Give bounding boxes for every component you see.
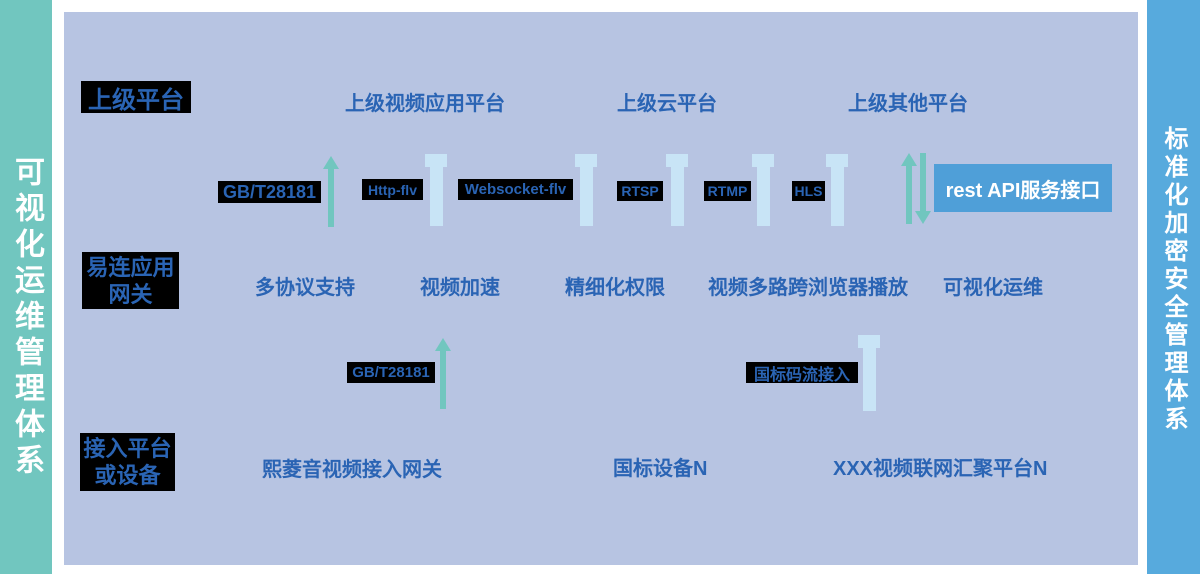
down-arrow-icon (915, 153, 931, 224)
superior-cloud-platform-label: 上级云平台 (617, 93, 717, 115)
gb-t28181-bottom-tag: GB/T28181 (347, 362, 435, 383)
xiling-av-gateway-label: 熙菱音视频接入网关 (262, 459, 442, 481)
gb-t28181-top-tag: GB/T28181 (218, 181, 321, 203)
thick-up-arrow-icon (575, 154, 597, 226)
thick-up-arrow-icon (752, 154, 774, 226)
up-arrow-icon (901, 153, 917, 224)
up-arrow-icon (435, 338, 451, 409)
left-banner-label: 可视化运维管理体系 (10, 156, 43, 480)
superior-platform-tag: 上级平台 (81, 81, 191, 114)
access-platform-tag: 接入平台 或设备 (80, 433, 175, 491)
thick-up-arrow-icon (425, 154, 447, 226)
up-arrow-icon (323, 156, 339, 227)
http-flv-tag: Http-flv (362, 179, 423, 200)
gb-stream-access-tag: 国标码流接入 (746, 362, 858, 384)
rest-api-box: rest API服务接口 (934, 164, 1112, 212)
gb-device-n-label: 国标设备N (613, 458, 708, 480)
rtmp-tag: RTMP (704, 181, 751, 201)
gateway-tag: 易连应用 网关 (82, 252, 179, 309)
thick-up-arrow-icon (666, 154, 688, 226)
visual-ops-label: 可视化运维 (943, 277, 1043, 299)
right-banner: 标准化加密安全管理体系 (1147, 0, 1200, 574)
diagram-panel (64, 12, 1138, 565)
xxx-video-aggregation-platform-label: XXX视频联网汇聚平台N (833, 458, 1048, 480)
rtsp-tag: RTSP (617, 181, 663, 201)
websocket-flv-tag: Websocket-flv (458, 179, 573, 200)
video-acceleration-label: 视频加速 (420, 277, 500, 299)
fine-grained-permission-label: 精细化权限 (565, 277, 665, 299)
hls-tag: HLS (792, 181, 825, 201)
right-banner-label: 标准化加密安全管理体系 (1160, 126, 1187, 434)
multi-channel-playback-label: 视频多路跨浏览器播放 (708, 277, 908, 299)
multi-protocol-label: 多协议支持 (255, 277, 355, 299)
thick-up-arrow-icon (858, 335, 880, 411)
left-banner: 可视化运维管理体系 (0, 0, 52, 574)
thick-up-arrow-icon (826, 154, 848, 226)
superior-video-app-platform-label: 上级视频应用平台 (345, 93, 505, 115)
superior-other-platform-label: 上级其他平台 (848, 93, 968, 115)
